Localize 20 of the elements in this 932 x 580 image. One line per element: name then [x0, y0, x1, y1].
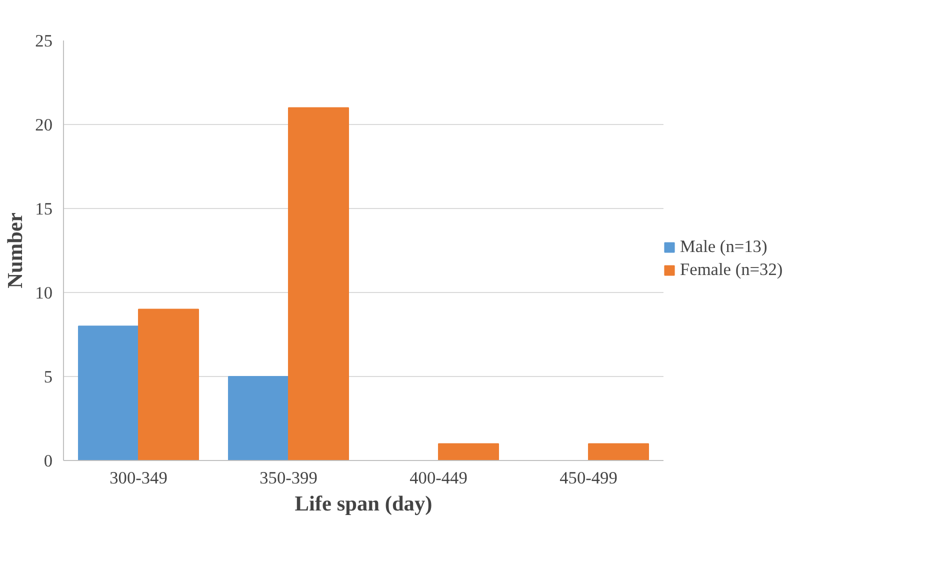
y-tick-label: 20 [35, 116, 52, 134]
bar [138, 308, 199, 460]
bar [438, 443, 499, 460]
legend-label: Female (n=32) [680, 260, 783, 280]
x-tick-label: 400-449 [410, 468, 468, 488]
bar [228, 376, 289, 460]
y-tick-label: 0 [44, 452, 53, 470]
y-tick-label: 15 [35, 200, 52, 218]
y-tick-label: 10 [35, 284, 52, 302]
y-axis-title: Number [3, 212, 28, 288]
x-tick-label: 300-349 [110, 468, 168, 488]
x-axis-title: Life span (day) [294, 492, 432, 516]
x-tick-label: 450-499 [560, 468, 618, 488]
y-tick-label: 5 [44, 368, 53, 386]
bar [78, 326, 139, 460]
bar [288, 107, 349, 460]
y-tick-label: 25 [35, 32, 52, 50]
legend-label: Male (n=13) [680, 237, 768, 257]
bar [588, 443, 649, 460]
x-tick-label: 350-399 [260, 468, 318, 488]
